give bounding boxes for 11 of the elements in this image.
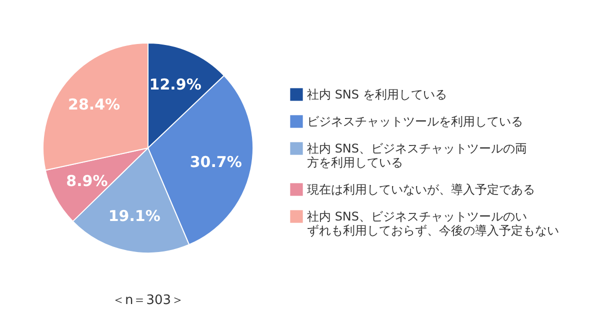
data-label: 8.9%: [66, 172, 108, 190]
legend-label: ビジネスチャットツールを利用している: [307, 114, 523, 128]
legend-label: 社内 SNS、ビジネスチャットツールのいずれも利用しておらず、今後の導入予定もない: [307, 210, 559, 238]
text: ＜n＝303＞: [112, 293, 184, 308]
legend-label: 社内 SNS を利用している: [307, 88, 447, 102]
legend-label: 社内 SNS、ビジネスチャットツールの両方を利用している: [307, 142, 528, 170]
data-label: 19.1%: [108, 206, 160, 225]
data-label: 28.4%: [68, 96, 120, 114]
legend-label: 現在は利用していないが、導入予定である: [307, 182, 535, 196]
data-label: 30.7%: [190, 153, 242, 172]
data-label: 12.9%: [149, 75, 202, 94]
